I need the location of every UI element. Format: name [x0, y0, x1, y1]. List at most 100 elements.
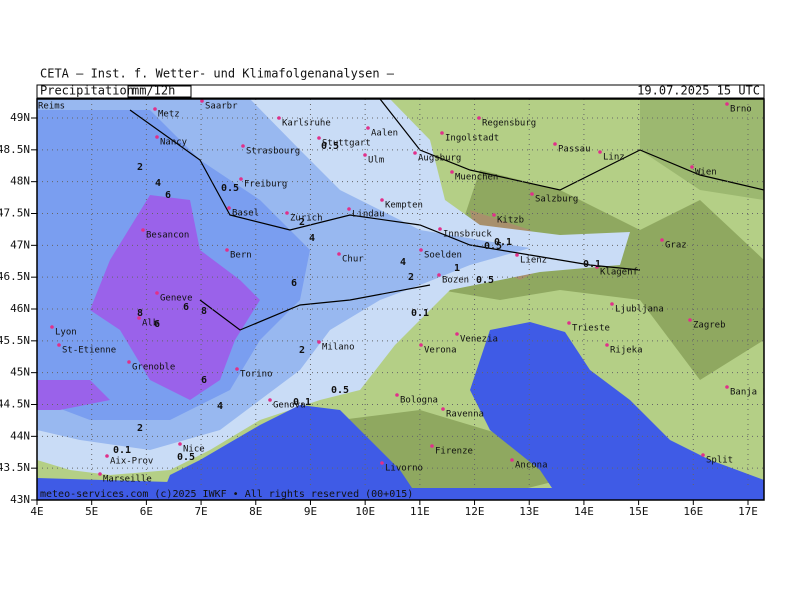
unit-box	[127, 85, 192, 98]
lon-label: 14E	[574, 505, 594, 518]
city-label: Aalen	[371, 129, 398, 139]
valid-time: 19.07.2025 15 UTC	[637, 84, 760, 98]
contour-label: 0.1	[494, 237, 512, 248]
precip-extreme	[37, 380, 110, 410]
city-dot	[153, 107, 157, 111]
lon-label: 16E	[683, 505, 703, 518]
contour-label: 0.1	[583, 259, 601, 270]
city-label: Innsbruck	[443, 230, 492, 240]
city-label: Graz	[665, 241, 687, 251]
city-dot	[441, 407, 445, 411]
terrain	[440, 170, 764, 380]
city-dot	[437, 273, 441, 277]
city-label: Salzburg	[535, 195, 578, 205]
city-dot	[155, 135, 159, 139]
city-label: Bozen	[442, 276, 469, 286]
city-dot	[239, 177, 243, 181]
city-label: Basel	[232, 209, 259, 219]
city-label: Lindau	[352, 210, 385, 220]
city-label: Wien	[695, 168, 717, 178]
sea	[160, 405, 420, 500]
city-label: St-Etienne	[62, 346, 116, 356]
map-frame	[36, 98, 765, 501]
city-dot	[268, 398, 272, 402]
city-label: Karlsruhe	[282, 119, 331, 129]
city-label: Linz	[603, 153, 625, 163]
contour-label: 0.1	[293, 397, 311, 408]
city-label: Kitzb	[497, 216, 524, 226]
city-label: Trieste	[572, 324, 610, 334]
lon-label: 5E	[85, 505, 98, 518]
city-dot	[690, 165, 694, 169]
city-dot	[515, 253, 519, 257]
city-label: Ingolstadt	[445, 134, 499, 144]
city-label: Augsburg	[418, 154, 461, 164]
footer: meteo-services.com (c)2025 IWKF • All ri…	[40, 489, 413, 500]
city-dot	[598, 150, 602, 154]
footer-band	[37, 488, 764, 500]
city-dot	[395, 393, 399, 397]
lon-label: 13E	[519, 505, 539, 518]
city-label: Firenze	[435, 447, 473, 457]
city-label: Chur	[342, 255, 364, 265]
contour-label: 8	[201, 306, 207, 317]
city-label: Strasbourg	[246, 147, 300, 157]
city-dot	[380, 198, 384, 202]
contour-label: 0.5	[321, 141, 339, 152]
city-dot	[419, 248, 423, 252]
lon-label: 12E	[465, 505, 485, 518]
city-dot	[277, 116, 281, 120]
contour-label: 1	[454, 263, 460, 274]
city-label: Lienz	[520, 256, 547, 266]
lon-label: 6E	[140, 505, 153, 518]
city-label: Verona	[424, 346, 457, 356]
city-label: Torino	[240, 370, 273, 380]
city-label: Brno	[730, 105, 752, 115]
city-label: Livorno	[385, 464, 423, 474]
city-label: Lyon	[55, 328, 77, 338]
city-dot	[98, 472, 102, 476]
lon-label: 11E	[410, 505, 430, 518]
city-label: Aix-Prov	[110, 457, 153, 467]
city-dot	[605, 343, 609, 347]
header-bar	[36, 84, 765, 99]
lat-label: 45N	[10, 366, 30, 379]
city-label: Marseille	[103, 475, 152, 485]
city-dot	[380, 461, 384, 465]
city-label: Banja Luka	[730, 388, 784, 398]
lon-label: 10E	[355, 505, 375, 518]
city-dot	[455, 332, 459, 336]
city-dot	[363, 153, 367, 157]
city-dot	[347, 207, 351, 211]
city-label: Ancona	[515, 461, 548, 471]
city-label: Split	[706, 456, 733, 466]
city-dot	[413, 151, 417, 155]
city-dot	[419, 343, 423, 347]
city-label: Bologna	[400, 396, 438, 406]
lon-label: 8E	[249, 505, 262, 518]
city-dot	[155, 291, 159, 295]
city-dot	[701, 453, 705, 457]
contour-label: 2	[408, 272, 414, 283]
city-label: Ravenna	[446, 410, 484, 420]
contour-label: 0.1	[113, 445, 131, 456]
city-dot	[688, 318, 692, 322]
lat-label: 48.5N	[0, 143, 30, 156]
axes: 49N 48.5N 48N 47.5N 47N 46.5N 46N 45.5N 45N 44.5N…	[0, 111, 758, 518]
city-label: Besancon	[146, 231, 189, 241]
city-dot	[366, 126, 370, 130]
contour-label: 2	[137, 162, 143, 173]
city-label: Passau	[558, 145, 591, 155]
city-label: Ljubljana	[615, 305, 664, 315]
city-label: Kempten	[385, 201, 423, 211]
city-label: Freiburg	[244, 180, 287, 190]
contour-label: 4	[400, 257, 406, 268]
sea	[470, 322, 764, 500]
city-dot	[660, 238, 664, 242]
city-dot	[317, 340, 321, 344]
city-label: Metz	[158, 110, 180, 120]
